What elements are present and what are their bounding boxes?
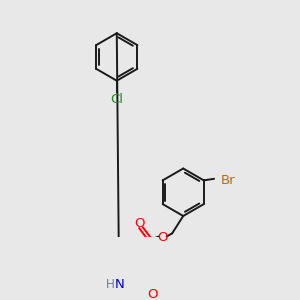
- Text: H: H: [106, 278, 114, 291]
- Text: O: O: [158, 231, 168, 244]
- Text: O: O: [147, 289, 158, 300]
- Text: Br: Br: [220, 174, 235, 187]
- Text: Cl: Cl: [110, 93, 123, 106]
- Text: O: O: [134, 217, 145, 230]
- Text: N: N: [115, 278, 125, 291]
